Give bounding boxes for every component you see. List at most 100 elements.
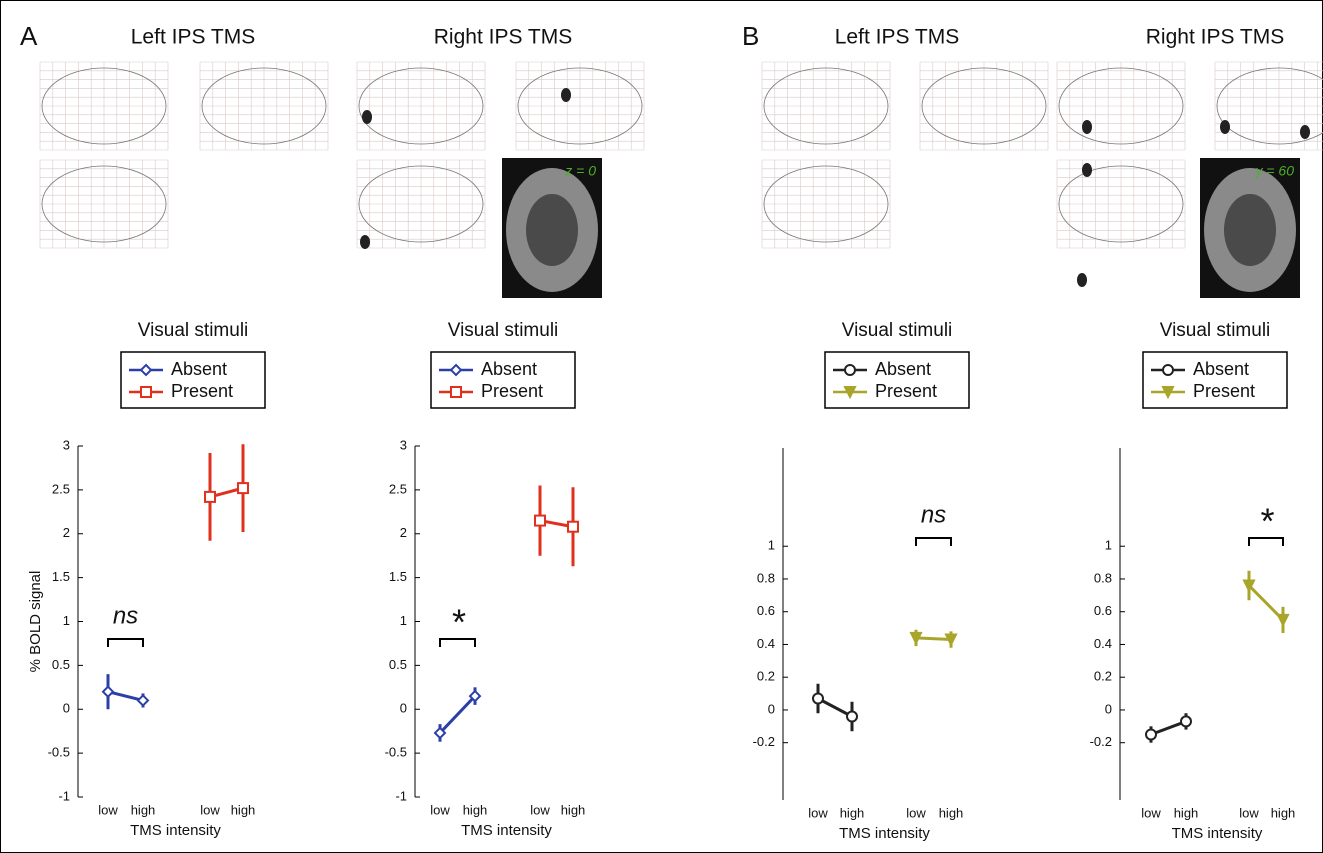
data-point: [101, 685, 115, 699]
y-tick-label: 2: [400, 525, 407, 540]
x-axis-label: TMS intensity: [130, 822, 221, 839]
x-axis-label: TMS intensity: [1172, 825, 1263, 842]
significance-bracket: [107, 638, 144, 648]
x-tick-label: low: [530, 802, 550, 817]
mri-inner: [1224, 194, 1276, 266]
y-tick-label: 0: [400, 701, 407, 716]
data-point: [1242, 579, 1256, 593]
chart: Right IPS TMS z = 0 Visual stimuli AbsentPr…: [356, 26, 645, 839]
x-tick-label: high: [231, 802, 256, 817]
panel-label: A: [20, 21, 38, 51]
brain-outline: [1058, 165, 1184, 243]
x-tick-label: low: [1239, 805, 1259, 820]
legend-marker: [449, 363, 463, 377]
y-tick-label: 0.5: [389, 657, 407, 672]
x-tick-label: low: [200, 802, 220, 817]
brain-outline: [517, 67, 643, 145]
y-tick-label: 0.6: [757, 603, 775, 618]
x-tick-label: low: [98, 802, 118, 817]
legend-label: Absent: [171, 359, 227, 379]
y-tick-label: -0.5: [385, 745, 407, 760]
y-tick-label: 0: [768, 701, 775, 716]
brain-outline: [41, 165, 167, 243]
y-tick-label: 3: [63, 437, 70, 452]
data-point: [237, 482, 249, 495]
brain-outline: [763, 67, 889, 145]
y-tick-label: 2: [63, 525, 70, 540]
x-tick-label: high: [939, 805, 964, 820]
y-tick-label: 0: [1105, 701, 1112, 716]
legend-label: Present: [875, 381, 937, 401]
y-tick-label: 2.5: [389, 481, 407, 496]
brain-outline: [358, 67, 484, 145]
y-axis-label: % BOLD signal: [27, 571, 44, 673]
y-tick-label: 0.6: [1094, 603, 1112, 618]
legend-label: Present: [1193, 381, 1255, 401]
significance-label: ns: [921, 501, 946, 528]
y-tick-label: -1: [58, 788, 70, 803]
legend-marker: [1162, 364, 1174, 376]
chart: Right IPS TMS y = 60 Visual stimuli AbsentP…: [1056, 26, 1323, 842]
data-point: [204, 490, 216, 503]
legend-marker: [140, 386, 152, 398]
brain-outline: [201, 67, 327, 145]
legend-marker: [843, 386, 857, 400]
y-tick-label: 0.2: [1094, 669, 1112, 684]
y-tick-label: 1.5: [52, 569, 70, 584]
data-point: [909, 631, 923, 646]
panel-label: B: [742, 21, 759, 51]
legend-marker: [1161, 386, 1175, 400]
column-title: Right IPS TMS: [434, 26, 573, 49]
legend-label: Present: [171, 381, 233, 401]
data-point: [136, 694, 150, 707]
y-tick-label: -0.2: [1090, 734, 1112, 749]
brain-outline: [763, 165, 889, 243]
column-title: Left IPS TMS: [835, 26, 960, 49]
column-title: Left IPS TMS: [131, 26, 256, 49]
chart: A Left IPS TMS Visual stimuli AbsentPresent…: [20, 21, 329, 839]
series-line: [915, 636, 952, 642]
brain-outline: [921, 67, 1047, 145]
y-tick-label: 1: [63, 613, 70, 628]
x-tick-label: low: [1141, 805, 1161, 820]
significance-label: *: [1259, 501, 1274, 542]
y-tick-label: 0.4: [757, 636, 775, 651]
legend-marker: [844, 364, 856, 376]
chart: B Left IPS TMS Visual stimuli AbsentPresent…: [742, 21, 1049, 842]
legend-box: [1142, 351, 1288, 409]
y-tick-label: -0.5: [48, 745, 70, 760]
column-title: Right IPS TMS: [1146, 26, 1285, 49]
x-tick-label: low: [808, 805, 828, 820]
y-tick-label: 1.5: [389, 569, 407, 584]
y-tick-label: 1: [400, 613, 407, 628]
x-tick-label: low: [906, 805, 926, 820]
significance-bracket: [439, 638, 476, 648]
activation-blob: [360, 235, 370, 249]
legend-label: Absent: [481, 359, 537, 379]
significance-label: *: [450, 602, 465, 643]
activation-blob: [1300, 125, 1310, 139]
legend-label: Absent: [875, 359, 931, 379]
x-tick-label: high: [1271, 805, 1296, 820]
legend-title: Visual stimuli: [842, 320, 953, 341]
data-point: [1145, 728, 1157, 741]
brain-outline: [41, 67, 167, 145]
data-point: [567, 520, 579, 533]
legend-label: Present: [481, 381, 543, 401]
legend-title: Visual stimuli: [138, 320, 249, 341]
data-point: [433, 726, 447, 740]
slice-label: z = 0: [564, 163, 596, 179]
data-point: [1180, 715, 1192, 728]
activation-blob: [362, 110, 372, 124]
series-line: [817, 697, 853, 718]
legend-label: Absent: [1193, 359, 1249, 379]
significance-bracket: [1248, 537, 1284, 547]
series-line: [438, 695, 477, 734]
legend-title: Visual stimuli: [448, 320, 559, 341]
legend-marker: [450, 386, 462, 398]
x-tick-label: high: [131, 802, 156, 817]
x-axis-label: TMS intensity: [461, 822, 552, 839]
significance-label: ns: [113, 602, 138, 629]
y-tick-label: 0.4: [1094, 636, 1112, 651]
